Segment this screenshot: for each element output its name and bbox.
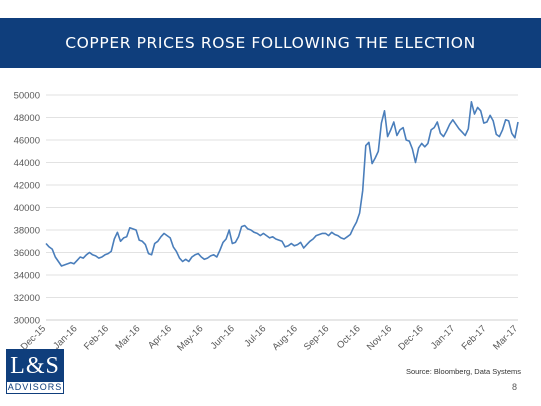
x-axis-tick-labels: Dec-15 Jan-16 Feb-16 Mar-16 Apr-16 May-16 Jun-… [19, 323, 520, 353]
page-number: 8 [511, 382, 517, 392]
copper-price-series-line [45, 100, 519, 267]
x-tick-label: Dec-16 [396, 323, 425, 352]
y-tick-label: 42000 [14, 181, 40, 192]
y-tick-label: 36000 [14, 248, 40, 259]
x-tick-label: Jun-16 [209, 323, 237, 351]
x-tick-label: Oct-16 [335, 323, 363, 351]
y-axis-tick-labels: 30000 32000 34000 36000 38000 40000 42000 44000… [14, 91, 40, 327]
x-tick-label: Mar-17 [491, 323, 520, 352]
y-tick-label: 48000 [14, 113, 40, 124]
copper-price-line-chart: 30000 32000 34000 36000 38000 40000 42000 44000… [14, 91, 521, 354]
slide-title: COPPER PRICES ROSE FOLLOWING THE ELECTIO… [65, 34, 476, 52]
y-tick-label: 30000 [14, 316, 40, 327]
source-note: Source: Bloomberg, Data Systems [405, 367, 521, 376]
x-tick-label: Mar-16 [113, 323, 142, 352]
slide-title-bar: COPPER PRICES ROSE FOLLOWING THE ELECTIO… [0, 18, 541, 68]
x-tick-label: Apr-16 [146, 323, 174, 351]
y-tick-label: 38000 [14, 226, 40, 237]
x-tick-label: Jan-17 [429, 323, 457, 351]
y-tick-label: 32000 [14, 293, 40, 304]
logo-initials: L&S [7, 350, 63, 382]
y-tick-label: 34000 [14, 271, 40, 282]
y-tick-label: 40000 [14, 203, 40, 214]
ls-advisors-logo: L&S ADVISORS [6, 349, 64, 394]
x-tick-label: Sep-16 [302, 323, 331, 352]
x-tick-label: Aug-16 [270, 323, 299, 352]
x-tick-label: Jan-16 [51, 323, 79, 351]
x-tick-label: Feb-16 [82, 323, 111, 352]
y-tick-label: 44000 [14, 158, 40, 169]
x-tick-label: Nov-16 [365, 323, 394, 352]
logo-wordmark: ADVISORS [7, 382, 63, 392]
x-tick-label: Jul-16 [242, 323, 268, 349]
y-tick-label: 50000 [14, 91, 40, 102]
x-tick-label: Feb-17 [460, 323, 489, 352]
y-tick-label: 46000 [14, 136, 40, 147]
chart-gridlines [46, 94, 518, 298]
x-tick-label: May-16 [175, 323, 205, 353]
